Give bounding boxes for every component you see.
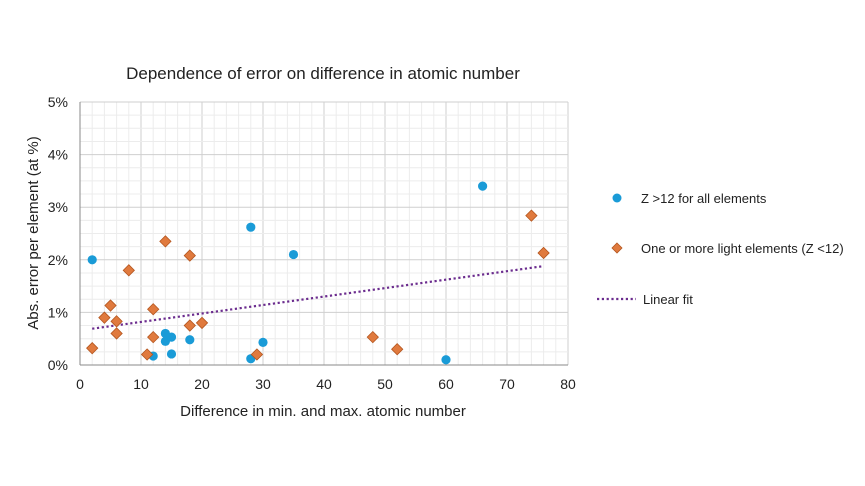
x-tick-label: 80 <box>560 376 576 392</box>
data-point-light <box>86 342 99 355</box>
data-point-light <box>391 343 404 356</box>
legend-marker-light <box>611 242 623 254</box>
data-point-light <box>525 209 538 222</box>
data-point-light <box>537 246 550 260</box>
data-point-light <box>98 311 111 324</box>
data-point-heavy <box>288 249 299 260</box>
y-tick-labels: 0% 1% 2% 3% 4% 5% <box>48 94 68 373</box>
data-point-heavy <box>258 337 268 347</box>
x-tick-label: 10 <box>133 376 149 392</box>
data-point-heavy <box>246 222 256 232</box>
y-axis-label: Abs. error per element (at %) <box>25 136 42 329</box>
y-tick-label: 2% <box>48 252 68 268</box>
data-point-heavy <box>166 349 177 359</box>
data-point-light <box>140 348 154 361</box>
data-point-light <box>147 303 160 316</box>
data-point-light <box>183 249 196 262</box>
y-tick-label: 4% <box>48 147 68 163</box>
x-axis-label: Difference in min. and max. atomic numbe… <box>180 403 466 420</box>
y-tick-label: 3% <box>48 199 68 215</box>
data-point-light <box>195 316 209 330</box>
data-point-light <box>147 330 160 344</box>
data-point-light <box>110 315 123 328</box>
x-tick-label: 30 <box>255 376 271 392</box>
data-point-heavy <box>185 335 195 345</box>
y-tick-label: 5% <box>48 94 68 110</box>
fit-line-segment <box>92 265 544 330</box>
legend-label-light: One or more light elements (Z <12) <box>641 241 844 256</box>
legend-label-heavy: Z >12 for all elements <box>641 191 767 206</box>
x-tick-labels: 0 10 20 30 40 50 60 70 80 <box>76 376 576 392</box>
legend-marker-heavy <box>612 193 622 203</box>
data-point-light <box>250 348 264 361</box>
data-point-light <box>104 299 117 312</box>
chart-title: Dependence of error on difference in ato… <box>126 64 520 83</box>
axes <box>79 102 568 366</box>
data-point-heavy <box>166 332 177 342</box>
data-points <box>86 181 550 365</box>
data-point-heavy <box>441 355 451 365</box>
legend: Z >12 for all elements One or more light… <box>597 191 844 307</box>
data-point-light <box>183 319 196 332</box>
data-point-light <box>159 235 172 248</box>
data-point-heavy <box>478 181 488 191</box>
data-point-heavy <box>87 255 97 265</box>
x-tick-label: 70 <box>499 376 515 392</box>
legend-label-fit: Linear fit <box>643 292 693 307</box>
x-tick-label: 40 <box>316 376 332 392</box>
grid <box>79 101 569 366</box>
y-tick-label: 1% <box>48 304 68 320</box>
x-tick-label: 20 <box>194 376 210 392</box>
x-tick-label: 60 <box>438 376 454 392</box>
x-tick-label: 0 <box>76 376 84 392</box>
data-point-light <box>122 264 135 277</box>
x-tick-label: 50 <box>377 376 393 392</box>
data-point-light <box>366 330 379 344</box>
y-tick-label: 0% <box>48 357 68 373</box>
linear-fit-line <box>92 265 544 330</box>
data-point-light <box>110 327 123 340</box>
